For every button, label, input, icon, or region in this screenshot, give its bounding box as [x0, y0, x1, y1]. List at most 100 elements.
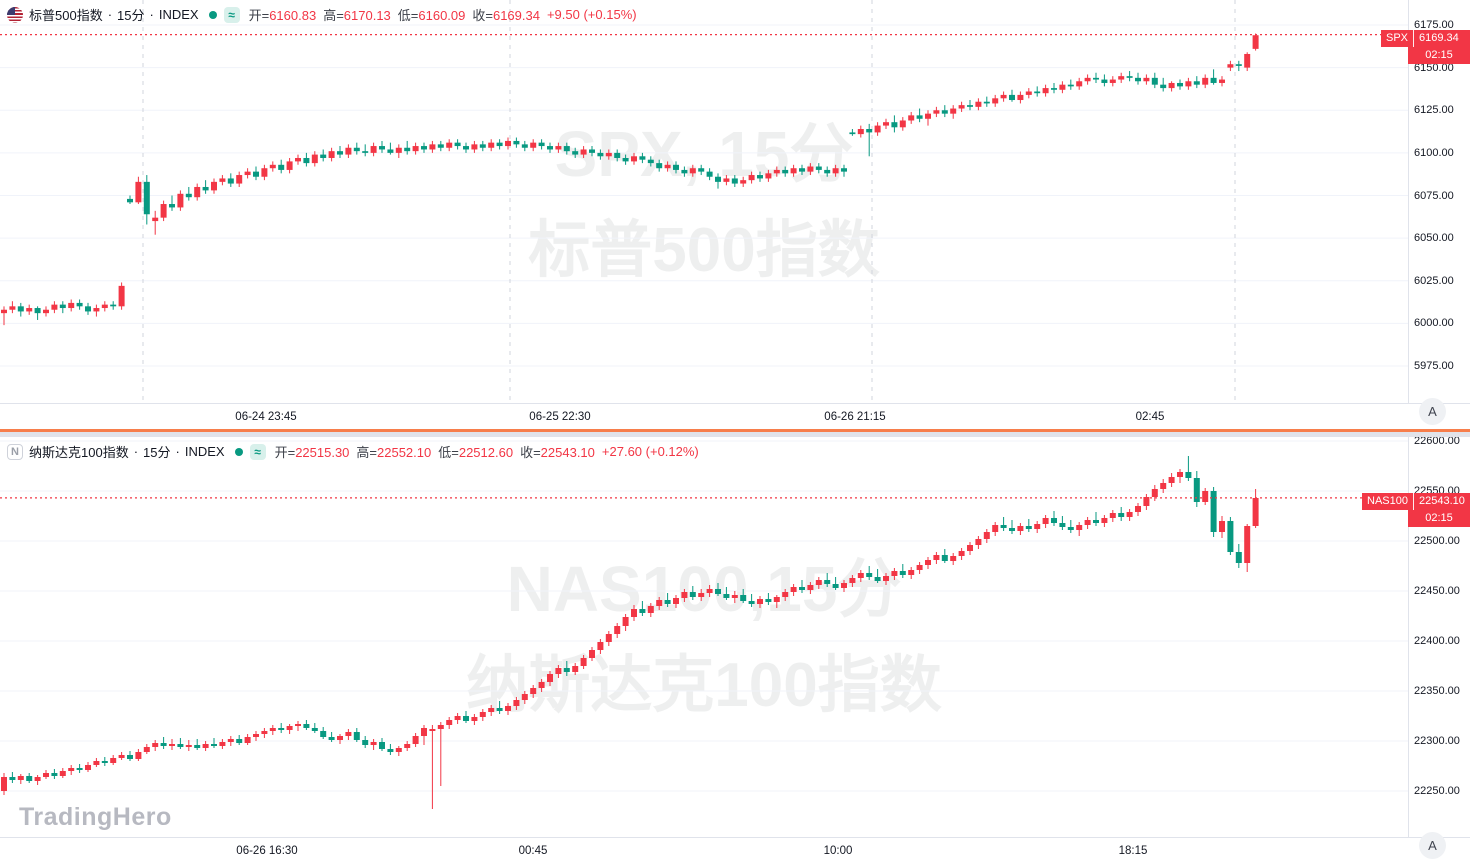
candle-body — [773, 597, 780, 602]
price-tick-label: 6175.00 — [1414, 19, 1454, 31]
symbol-title[interactable]: 标普500指数 — [29, 8, 103, 23]
approx-price-icon[interactable]: ≈ — [223, 6, 240, 23]
candle-body — [1219, 79, 1225, 83]
us-flag-icon — [7, 6, 23, 23]
ohlc-high: 高=6170.13 — [323, 8, 391, 23]
candle-body — [597, 152, 604, 157]
badge-price: 6169.34 — [1419, 32, 1459, 45]
pane-separator-handle[interactable] — [0, 429, 1470, 432]
candle-body — [1025, 91, 1032, 95]
candle-body — [723, 594, 730, 598]
candle-body — [1135, 77, 1141, 82]
candle-body — [866, 573, 873, 577]
nas100-time-axis[interactable]: 06-26 16:30 00:45 10:00 18:15 — [0, 837, 1470, 863]
nas100-chart-pane[interactable]: NAS100,15分 纳斯达克100指数 N 纳斯达克100指数 · 15分 ·… — [0, 437, 1470, 837]
ohlc-low: 低=22512.60 — [438, 445, 514, 460]
candle-body — [572, 666, 579, 672]
candle-body — [1143, 497, 1150, 506]
nas100-plot-area[interactable] — [0, 437, 1408, 837]
candle-body — [488, 142, 495, 148]
candle-body — [992, 525, 999, 532]
candle-body — [1009, 94, 1015, 101]
candle-body — [547, 146, 553, 150]
candle-body — [1126, 512, 1133, 517]
candle-body — [1000, 94, 1007, 99]
candle-body — [337, 151, 343, 155]
candle-body — [983, 532, 990, 539]
candle-body — [211, 181, 217, 191]
candle-body — [521, 144, 528, 148]
candle-body — [1177, 82, 1183, 87]
candle-body — [1151, 77, 1158, 85]
candle-body — [530, 688, 537, 694]
candle-body — [9, 306, 16, 310]
candle-body — [177, 193, 184, 208]
symbol-title[interactable]: 纳斯达克100指数 — [29, 445, 129, 460]
candle-body — [765, 173, 772, 179]
candle-body — [1017, 526, 1024, 531]
candle-body — [59, 771, 66, 776]
spx-candlestick-series[interactable] — [0, 0, 1408, 403]
nas100-auto-scale-button[interactable]: A — [1419, 832, 1446, 859]
candle-body — [1227, 64, 1234, 68]
candle-body — [219, 742, 226, 746]
candle-body — [580, 658, 587, 666]
candle-body — [975, 539, 982, 545]
candle-body — [891, 122, 898, 128]
candle-body — [227, 739, 234, 742]
approx-price-icon[interactable]: ≈ — [249, 443, 266, 460]
candle-body — [656, 163, 663, 169]
candle-body — [236, 739, 243, 743]
candle-body — [1034, 91, 1041, 94]
candle-body — [437, 725, 444, 729]
candle-body — [1109, 79, 1116, 83]
candle-body — [446, 720, 453, 725]
candle-body — [883, 576, 889, 581]
candle-body — [219, 178, 226, 182]
candle-body — [362, 151, 369, 153]
candle-body — [1168, 477, 1175, 483]
market-status-icon[interactable] — [234, 447, 243, 456]
market-status-icon[interactable] — [208, 10, 217, 19]
candle-body — [253, 171, 259, 177]
price-tick-label: 6050.00 — [1414, 232, 1454, 245]
nas100-price-axis[interactable]: NAS100 22543.10 02:15 22600.00 22550.00 22… — [1362, 437, 1470, 837]
candle-body — [916, 565, 923, 570]
candle-body — [118, 755, 125, 758]
spx-auto-scale-button[interactable]: A — [1419, 398, 1446, 425]
candle-body — [941, 110, 948, 114]
candle-body — [967, 545, 973, 551]
spx-price-axis[interactable]: SPX 6169.34 02:15 6175.00 6150.00 6125.00 6… — [1380, 0, 1470, 403]
candle-body — [1235, 64, 1242, 66]
candle-body — [1135, 506, 1141, 512]
candle-body — [857, 573, 864, 578]
spx-time-axis[interactable]: 06-24 23:45 06-25 22:30 06-26 21:15 02:45 — [0, 403, 1470, 429]
candle-body — [563, 668, 570, 672]
candle-body — [580, 149, 587, 155]
candle-body — [278, 728, 285, 730]
candle-body — [555, 668, 562, 674]
candle-body — [429, 729, 436, 731]
candle-body — [68, 768, 75, 771]
time-tick-label: 06-24 23:45 — [235, 410, 297, 423]
spx-plot-area[interactable] — [0, 0, 1408, 403]
candle-body — [278, 164, 285, 170]
candle-body — [681, 169, 688, 174]
candle-body — [169, 204, 175, 208]
price-tick-label: 6125.00 — [1414, 104, 1454, 117]
candle-body — [185, 745, 192, 747]
price-tick-label: 22500.00 — [1414, 535, 1460, 547]
symbol-interval[interactable]: 15分 — [117, 8, 145, 23]
symbol-interval[interactable]: 15分 — [143, 445, 171, 460]
candle-body — [815, 166, 822, 170]
candle-body — [295, 724, 301, 726]
candle-body — [379, 146, 385, 150]
candle-body — [731, 595, 738, 598]
candle-body — [505, 140, 511, 147]
candle-body — [555, 146, 562, 150]
candle-body — [1042, 518, 1049, 524]
spx-chart-pane[interactable]: SPX, 15分 标普500指数 标普500指数 · 15分 · INDEX ≈… — [0, 0, 1470, 403]
price-tick-label: 6150.00 — [1414, 61, 1454, 74]
nas100-candlestick-series[interactable] — [0, 437, 1408, 837]
candle-body — [1193, 478, 1200, 502]
